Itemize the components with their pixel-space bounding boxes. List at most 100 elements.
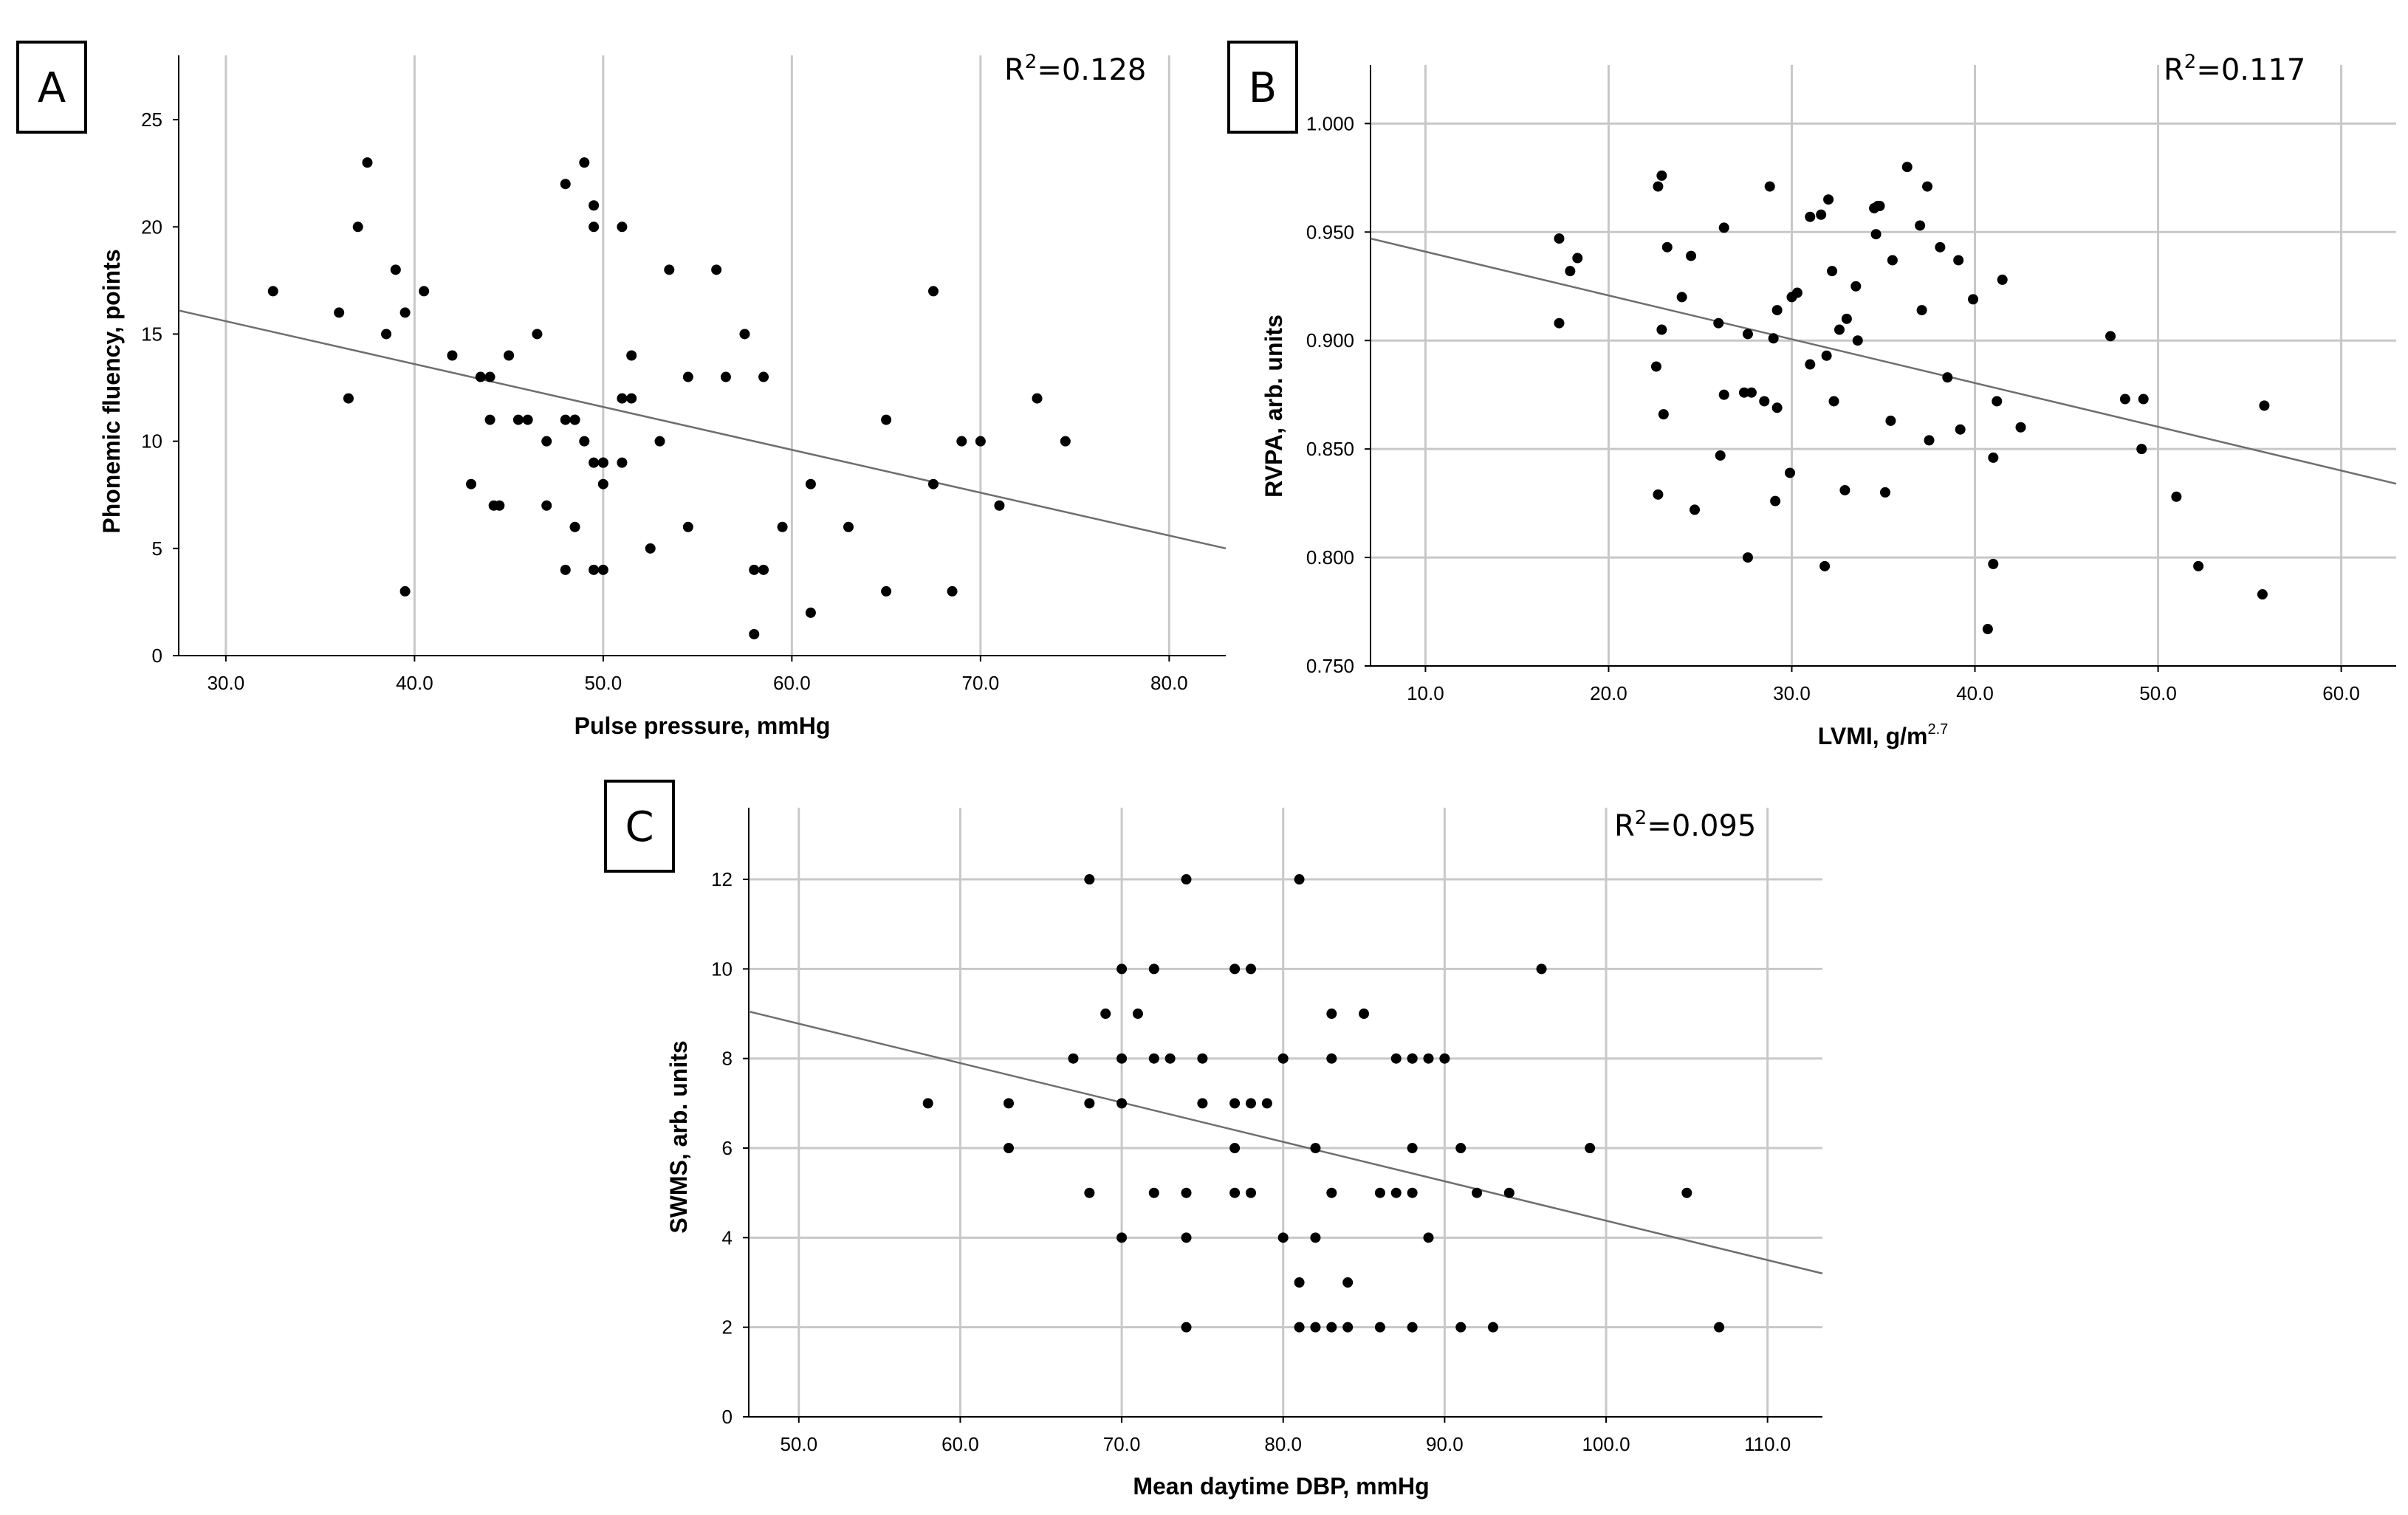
panel-b-data-point (2119, 394, 2130, 405)
panel-a-data-point (682, 521, 693, 532)
panel-a-data-point (881, 585, 892, 597)
panel-c-regression (748, 1010, 1823, 1275)
panel-b-data-point (1764, 181, 1775, 192)
panel-a-data-point (579, 157, 590, 168)
panel-c-data-point (1585, 1143, 1596, 1154)
panel-b-data-point (1658, 409, 1669, 420)
panel-a-data-point (560, 179, 571, 190)
panel-a-data-point (749, 628, 760, 639)
panel-b-data-point (1715, 450, 1726, 461)
panel-b-data-point (1686, 250, 1697, 261)
panel-b-data-point (1650, 361, 1661, 372)
panel-a-x-tick-label: 60.0 (773, 672, 811, 694)
panel-c-data-point (1326, 1053, 1337, 1064)
panel-b-data-point (1955, 424, 1966, 435)
panel-a-data-point (399, 307, 411, 318)
panel-b-y-tick-label: 0.750 (1306, 655, 1354, 677)
panel-b-data-point (1742, 552, 1753, 563)
panel-b-data-point (1805, 211, 1816, 222)
panel-c-data-point (1536, 963, 1547, 975)
panel-b-data-point (1746, 387, 1757, 398)
panel-c-y-tick-label: 4 (722, 1226, 733, 1248)
panel-a-data-point (504, 350, 515, 361)
panel-c-data-point (1310, 1143, 1321, 1154)
panel-c-data-point (1326, 1187, 1337, 1198)
panel-a-data-point (484, 371, 495, 382)
panel-b-data-point (1785, 467, 1796, 478)
panel-c-data-point (1277, 1053, 1289, 1064)
panel-c-data-point (1229, 963, 1241, 975)
panel-b-data-point (2015, 422, 2026, 433)
panel-c-x-tick-label: 50.0 (780, 1433, 817, 1455)
panel-b-fit-line (1370, 237, 2397, 485)
panel-a-data-point (947, 585, 958, 597)
panel-c-data-point (1084, 874, 1095, 885)
panel-a-data-point (541, 500, 552, 511)
panel-c-y-tick-label: 0 (722, 1406, 733, 1428)
panel-a-x-tick-label: 70.0 (962, 672, 1000, 694)
panel-a-data-point (711, 264, 722, 275)
panel-c-data-point (1390, 1053, 1402, 1064)
panel-b-points (1554, 162, 2270, 635)
panel-b-y-tick-label: 0.800 (1306, 546, 1354, 568)
panel-c-x-tick-label: 60.0 (941, 1433, 979, 1455)
panel-b-data-point (1791, 287, 1802, 298)
panel-b-data-point (1839, 484, 1850, 495)
panel-b-data-point (1887, 255, 1898, 266)
panel-b-y-tick-label: 0.900 (1306, 329, 1354, 351)
panel-c-data-point (1116, 1232, 1128, 1243)
panel-b-data-point (1935, 241, 1946, 252)
panel-c-data-point (1423, 1053, 1434, 1064)
panel-c-y-tick-label: 6 (722, 1137, 733, 1159)
panel-c-x-tick-label: 70.0 (1103, 1433, 1141, 1455)
panel-a-data-point (484, 414, 495, 425)
panel-a-y-tick-label: 0 (152, 645, 162, 667)
panel-b-data-point (1823, 194, 1834, 205)
panel-c-r2-value: 0.095 (1672, 809, 1757, 843)
panel-b-gridlines (1371, 65, 2396, 667)
panel-b-data-point (2136, 444, 2147, 455)
panel-c-tick-labels: 50.0 60.0 70.0 80.0 90.0 100.0 110.0 0 2 4 6 8 10 12 (711, 868, 1791, 1455)
panel-b-data-point (1968, 294, 1979, 305)
panel-a-fit-line (178, 309, 1227, 550)
panel-a-data-point (927, 478, 939, 489)
panel-b-data-point (1770, 495, 1781, 506)
panel-c-y-tick-label: 12 (711, 868, 733, 890)
panel-a-y-tick-label: 5 (152, 537, 162, 560)
panel-c-data-point (1359, 1009, 1370, 1020)
panel-c-data-point (1390, 1187, 1402, 1198)
panel-c-data-point (1294, 1322, 1305, 1333)
panel-b-data-point (1565, 266, 1576, 277)
panel-a-x-tick-label: 40.0 (396, 672, 433, 694)
panel-a-y-axis-title: Phonemic fluency, points (98, 249, 125, 533)
panel-c-data-point (1261, 1098, 1272, 1109)
panel-a-data-point (419, 286, 430, 297)
panel-b-y-axis-title: RVPA, arb. units (1260, 315, 1287, 498)
panel-b-data-point (1992, 396, 2003, 407)
panel-b-r2-value: 0.117 (2221, 53, 2306, 87)
panel-c-data-point (1439, 1053, 1450, 1064)
panel-a-data-point (569, 414, 580, 425)
panel-c-y-axis-title: SWMS, arb. units (665, 1040, 692, 1233)
panel-c-data-point (1229, 1098, 1241, 1109)
panel-b-x-axis-title-sup: 2.7 (1927, 721, 1948, 738)
panel-a-data-point (512, 414, 524, 425)
panel-a-data-point (399, 585, 411, 597)
panel-a-data-point (334, 307, 345, 318)
panel-b-data-point (1942, 372, 1953, 383)
panel-b-data-point (1852, 335, 1863, 346)
panel-b-data-point (2171, 491, 2182, 502)
panel-b-tick-labels: 10.0 20.0 30.0 40.0 50.0 60.0 0.750 0.800 0.850 0… (1306, 112, 2360, 704)
panel-c-data-point (1116, 1053, 1128, 1064)
panel-b-data-point (1821, 350, 1832, 361)
panel-b-y-tick-label: 0.950 (1306, 221, 1354, 243)
panel-b-x-tick-label: 40.0 (1956, 682, 1994, 704)
panel-a-y-tick-label: 20 (141, 216, 162, 238)
panel-a-data-point (994, 500, 1005, 511)
panel-a-regression (178, 309, 1227, 550)
panel-c-data-point (1197, 1098, 1208, 1109)
panel-b-data-point (1988, 558, 1999, 569)
panel-b-data-point (1850, 281, 1862, 292)
panel-b-data-point (1885, 415, 1896, 426)
panel-c-data-point (1004, 1143, 1015, 1154)
